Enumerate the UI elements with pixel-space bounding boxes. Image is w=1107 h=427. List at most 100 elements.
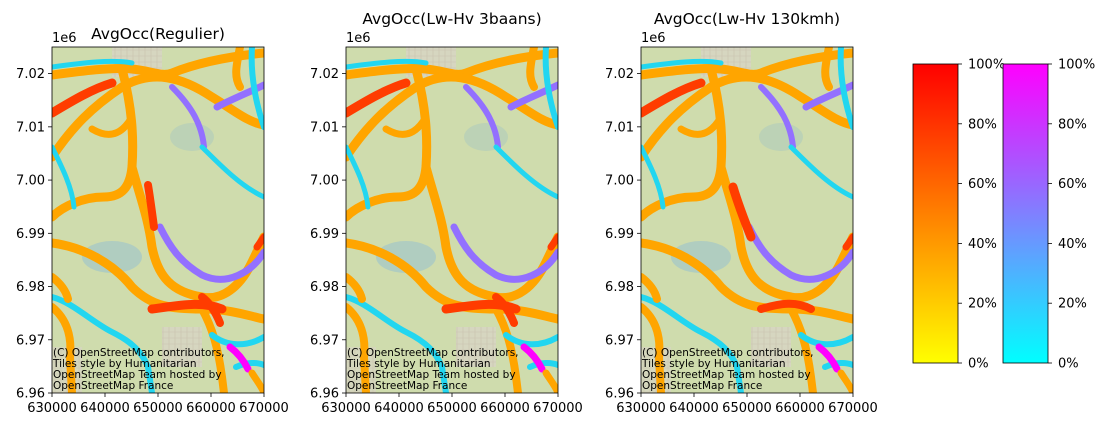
panel-title: AvgOcc(Regulier) xyxy=(91,25,225,43)
road-segment xyxy=(815,343,841,373)
colorbar-cyan-magenta: 0% 20% 40% 60% 80% 100% xyxy=(1002,58,1095,372)
road-segment xyxy=(493,144,558,200)
y-tick-label: 7.01 xyxy=(605,120,634,135)
road-segment xyxy=(421,162,558,303)
map-attribution: (C) OpenStreetMap contributors, Tiles sty… xyxy=(346,347,519,392)
road-segment xyxy=(526,47,538,91)
x-tick-label: 650000 xyxy=(133,401,183,416)
colorbar-yellow-red: 0% 20% 40% 60% 80% 100% xyxy=(912,58,1005,372)
water-area xyxy=(170,123,214,151)
road-segment xyxy=(450,223,558,283)
road-segment xyxy=(641,303,665,393)
map-tiles: (C) OpenStreetMap contributors, Tiles sty… xyxy=(641,47,853,393)
road-segment xyxy=(52,238,264,324)
road-segment xyxy=(52,294,155,393)
road-segment xyxy=(641,78,706,118)
colorbar-tick-label: 80% xyxy=(1058,117,1087,132)
y-tick-label: 6.99 xyxy=(310,227,339,242)
urban-area xyxy=(751,327,791,367)
x-tick-label: 630000 xyxy=(27,401,77,416)
attribution-line: OpenStreetMap France xyxy=(642,380,762,392)
road-segment xyxy=(233,359,264,370)
x-tick-label: 660000 xyxy=(480,401,530,416)
road-segment xyxy=(52,78,117,118)
attribution-line: (C) OpenStreetMap contributors, xyxy=(53,347,225,359)
water-area xyxy=(671,241,731,273)
map-panel-1: AvgOcc(Regulier) 1e6 (C) OpenStreetMap c… xyxy=(16,25,289,416)
colorbar-tick-label: 60% xyxy=(1058,177,1087,192)
road-segment xyxy=(346,294,449,393)
road-segment xyxy=(641,58,724,70)
road-segment xyxy=(527,359,558,370)
road-segment xyxy=(641,294,744,393)
map-attribution: (C) OpenStreetMap contributors, Tiles sty… xyxy=(52,347,225,392)
y-tick-label: 7.01 xyxy=(16,120,45,135)
colorbar-tick-label: 80% xyxy=(968,117,997,132)
map-panel-3: AvgOcc(Lw-Hv 130kmh) 1e6 (C) OpenStreetM… xyxy=(605,10,878,416)
road-segment xyxy=(798,332,853,348)
x-tick-label: 670000 xyxy=(828,401,878,416)
road-segment xyxy=(728,182,756,242)
y-tick-label: 6.98 xyxy=(16,280,45,295)
road-segment xyxy=(745,223,853,283)
road-segment xyxy=(346,144,371,210)
road-segment xyxy=(716,162,853,303)
road-segment xyxy=(144,181,158,231)
road-segment xyxy=(822,359,853,370)
attribution-line: OpenStreetMap France xyxy=(53,380,173,392)
road-segment xyxy=(52,144,77,210)
road-segment xyxy=(156,223,264,283)
road-segment xyxy=(492,293,518,327)
colorbar-tick-label: 60% xyxy=(968,177,997,192)
road-segment xyxy=(52,273,72,303)
road-segment xyxy=(198,305,228,393)
road-segment xyxy=(837,369,853,393)
road-segment xyxy=(198,293,224,327)
y-tick-label: 6.99 xyxy=(16,227,45,242)
y-tick-label: 6.97 xyxy=(310,333,339,348)
colorbar-tick-label: 100% xyxy=(1058,58,1095,73)
y-offset-label: 1e6 xyxy=(346,31,371,46)
water-area xyxy=(464,123,508,151)
map-attribution: (C) OpenStreetMap contributors, Tiles sty… xyxy=(641,347,814,392)
colorbar-tick-label: 40% xyxy=(968,237,997,252)
road-segment xyxy=(842,233,853,251)
road-segment xyxy=(507,81,558,111)
map-panel-2: AvgOcc(Lw-Hv 3baans) 1e6 (C) OpenStreetM… xyxy=(310,10,583,416)
road-segment xyxy=(837,47,853,130)
road-segment xyxy=(677,113,725,138)
y-tick-label: 7.00 xyxy=(605,174,634,189)
x-tick-label: 640000 xyxy=(374,401,424,416)
road-segment xyxy=(52,303,76,393)
x-tick-label: 650000 xyxy=(722,401,772,416)
y-tick-label: 6.96 xyxy=(16,387,45,402)
road-segment xyxy=(169,84,207,150)
x-tick-label: 660000 xyxy=(775,401,825,416)
colorbar-tick-label: 0% xyxy=(968,357,989,372)
road-segment xyxy=(346,72,558,162)
road-segment xyxy=(758,84,796,150)
colorbar-tick-label: 0% xyxy=(1058,357,1079,372)
colorbar-tick-label: 20% xyxy=(968,297,997,312)
x-tick-label: 660000 xyxy=(186,401,236,416)
road-segment xyxy=(213,81,264,111)
road-segment xyxy=(641,72,853,162)
road-segment xyxy=(542,369,558,393)
road-segment xyxy=(346,78,411,118)
water-area xyxy=(759,123,803,151)
y-tick-label: 6.96 xyxy=(605,387,634,402)
road-segment xyxy=(463,84,501,150)
x-tick-label: 630000 xyxy=(616,401,666,416)
x-tick-label: 630000 xyxy=(321,401,371,416)
road-segment xyxy=(757,299,815,313)
x-tick-label: 640000 xyxy=(80,401,130,416)
road-segment xyxy=(787,305,817,393)
y-tick-label: 7.00 xyxy=(16,174,45,189)
colorbar-fill xyxy=(912,63,959,364)
water-area xyxy=(376,241,436,273)
road-segment xyxy=(346,303,370,393)
colorbar-tick-label: 40% xyxy=(1058,237,1087,252)
road-segment xyxy=(346,58,429,70)
attribution-line: OpenStreetMap France xyxy=(347,380,467,392)
